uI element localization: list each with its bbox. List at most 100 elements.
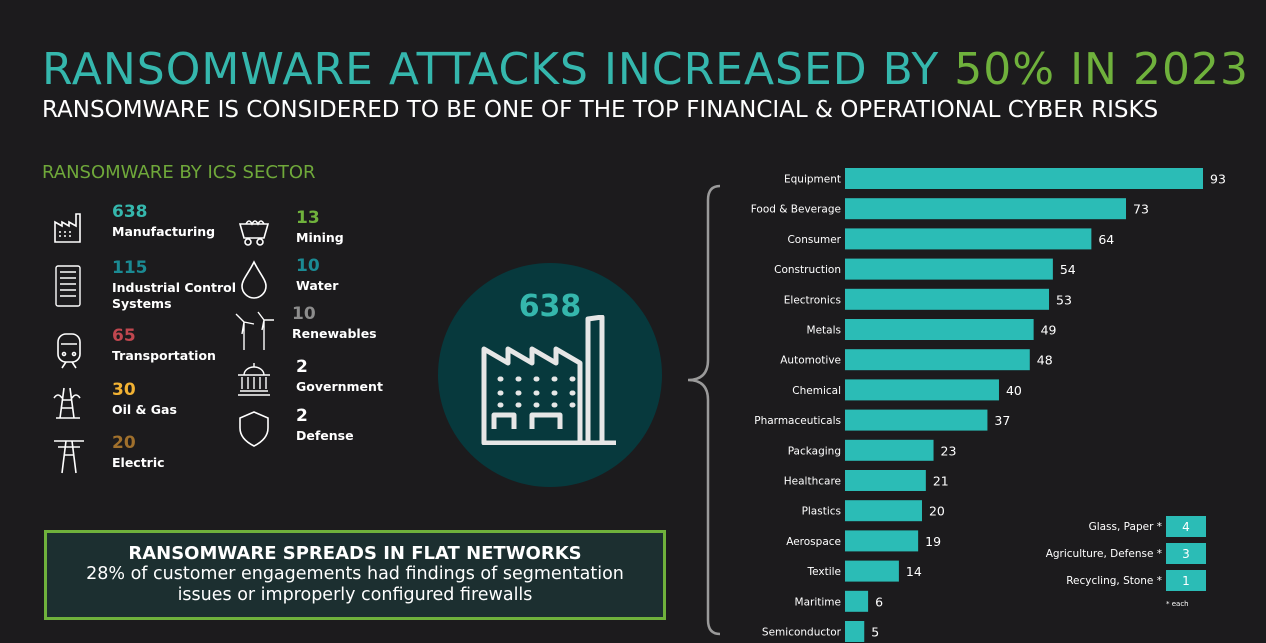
bar bbox=[845, 288, 1050, 310]
sector-value: 115 bbox=[112, 258, 148, 278]
footnote: * each bbox=[1166, 600, 1189, 608]
shield-icon bbox=[239, 411, 269, 447]
sector-label: Defense bbox=[296, 428, 354, 443]
sector-value: 65 bbox=[112, 326, 136, 346]
extra-items: Glass, Paper * 4 Agriculture, Defense * 3 Re… bbox=[1046, 516, 1206, 608]
sector-value: 10 bbox=[292, 304, 316, 324]
category-label: Semiconductor bbox=[762, 627, 842, 639]
bar bbox=[845, 409, 988, 431]
bar bbox=[845, 530, 919, 552]
sector-heading: RANSOMWARE BY ICS SECTOR bbox=[42, 162, 316, 183]
bar bbox=[845, 470, 926, 491]
mine-cart-icon bbox=[238, 220, 270, 246]
bar bbox=[845, 590, 869, 612]
sector-value: 13 bbox=[296, 208, 320, 228]
value-label: 14 bbox=[906, 564, 922, 579]
bar bbox=[845, 168, 1203, 189]
sector-value: 30 bbox=[112, 380, 136, 400]
category-label: Maritime bbox=[795, 596, 841, 608]
bar bbox=[845, 198, 1127, 220]
value-label: 93 bbox=[1210, 172, 1226, 187]
center-value: 638 bbox=[518, 289, 582, 324]
page-subtitle: RANSOMWARE IS CONSIDERED TO BE ONE OF TH… bbox=[42, 97, 1159, 123]
category-label: Equipment bbox=[784, 174, 841, 186]
value-label: 6 bbox=[875, 594, 883, 609]
oil-rig-icon bbox=[53, 387, 81, 419]
callout-line-1: 28% of customer engagements had findings… bbox=[86, 564, 624, 584]
sector-label: Industrial Control Systems bbox=[112, 280, 237, 311]
bar bbox=[845, 439, 934, 461]
value-label: 5 bbox=[871, 625, 879, 640]
value-label: 64 bbox=[1098, 232, 1114, 247]
category-label: Plastics bbox=[802, 506, 841, 518]
water-drop-icon bbox=[241, 260, 267, 299]
page-title: RANSOMWARE ATTACKS INCREASED BY 50% IN 2… bbox=[42, 44, 1249, 96]
category-label: Textile bbox=[806, 566, 841, 578]
bar bbox=[845, 379, 999, 401]
extra-value: 3 bbox=[1182, 547, 1190, 561]
category-label: Metals bbox=[807, 325, 841, 337]
factory-icon bbox=[481, 315, 616, 445]
callout-box: RANSOMWARE SPREADS IN FLAT NETWORKS 28% … bbox=[44, 530, 666, 620]
curly-brace bbox=[687, 184, 720, 636]
value-label: 20 bbox=[929, 504, 945, 519]
sector-value: 638 bbox=[112, 202, 148, 222]
callout-heading: RANSOMWARE SPREADS IN FLAT NETWORKS bbox=[128, 543, 582, 564]
value-label: 19 bbox=[925, 534, 941, 549]
value-label: 40 bbox=[1006, 383, 1022, 398]
bar bbox=[845, 258, 1053, 280]
extra-box bbox=[1166, 570, 1206, 591]
sector-label: Electric bbox=[112, 455, 165, 470]
sector-label: Renewables bbox=[292, 326, 377, 341]
extra-label: Recycling, Stone * bbox=[1066, 575, 1162, 587]
category-label: Construction bbox=[774, 264, 841, 276]
bar bbox=[845, 319, 1034, 340]
sector-label: Oil & Gas bbox=[112, 402, 177, 417]
sector-label: Water bbox=[296, 278, 339, 293]
category-label: Automotive bbox=[780, 355, 841, 367]
bar bbox=[845, 228, 1092, 250]
value-label: 53 bbox=[1056, 292, 1072, 307]
category-label: Electronics bbox=[784, 294, 841, 306]
bar bbox=[845, 560, 899, 582]
category-label: Consumer bbox=[787, 234, 841, 246]
sector-label: Transportation bbox=[112, 348, 216, 363]
value-label: 54 bbox=[1060, 262, 1076, 277]
bar bbox=[845, 621, 865, 642]
wind-turbine-icon bbox=[235, 311, 274, 350]
category-label: Pharmaceuticals bbox=[754, 415, 841, 427]
factory-icon bbox=[54, 213, 81, 243]
extra-label: Glass, Paper * bbox=[1089, 521, 1162, 533]
extra-box bbox=[1166, 543, 1206, 564]
bar bbox=[845, 500, 922, 522]
category-label: Packaging bbox=[788, 445, 841, 457]
sector-label: Government bbox=[296, 379, 383, 394]
value-label: 21 bbox=[933, 474, 949, 489]
extra-value: 4 bbox=[1182, 520, 1190, 534]
category-label: Healthcare bbox=[784, 476, 841, 488]
power-pylon-icon bbox=[54, 440, 84, 474]
value-label: 37 bbox=[994, 413, 1010, 428]
sector-label: Mining bbox=[296, 230, 344, 245]
sector-label: Manufacturing bbox=[112, 224, 216, 239]
value-label: 48 bbox=[1037, 353, 1053, 368]
sector-value: 20 bbox=[112, 433, 136, 453]
extra-box bbox=[1166, 516, 1206, 537]
extra-value: 1 bbox=[1182, 574, 1190, 588]
value-label: 23 bbox=[941, 443, 957, 458]
category-label: Food & Beverage bbox=[751, 204, 841, 216]
extra-label: Agriculture, Defense * bbox=[1046, 548, 1162, 560]
center-highlight: 638 bbox=[438, 263, 662, 487]
bar bbox=[845, 349, 1030, 371]
category-label: Chemical bbox=[792, 385, 841, 397]
train-icon bbox=[57, 333, 81, 369]
callout-line-2: issues or improperly configured firewall… bbox=[177, 585, 533, 605]
sector-value: 10 bbox=[296, 256, 320, 276]
title-part-2: 50% IN 2023 bbox=[954, 44, 1249, 95]
sector-value: 2 bbox=[296, 406, 308, 426]
control-panel-icon bbox=[55, 265, 81, 307]
value-label: 49 bbox=[1041, 323, 1057, 338]
sector-value: 2 bbox=[296, 357, 308, 377]
government-building-icon bbox=[238, 363, 270, 396]
